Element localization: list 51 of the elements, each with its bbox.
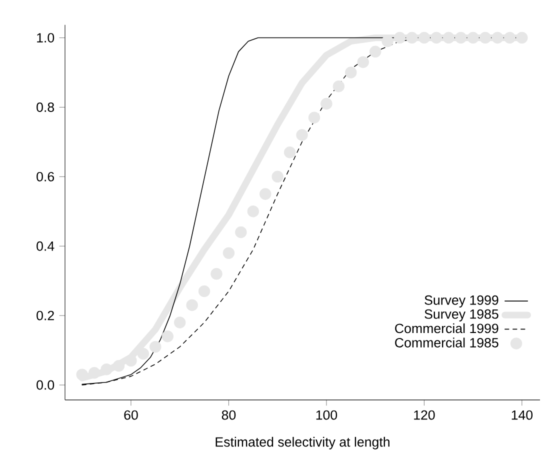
point — [222, 247, 235, 259]
point — [186, 299, 198, 312]
point — [504, 32, 516, 44]
y-tick-label: 0.8 — [36, 102, 54, 112]
point — [467, 32, 479, 44]
point — [345, 66, 357, 78]
point — [272, 170, 284, 183]
x-tick-label: 60 — [124, 410, 138, 420]
point — [442, 32, 454, 44]
x-axis-title: Estimated selectivity at length — [216, 436, 390, 450]
point — [88, 366, 100, 379]
point — [112, 360, 125, 372]
legend-label: Commercial 1985 — [395, 338, 498, 348]
point — [492, 32, 504, 44]
point — [369, 46, 382, 58]
point — [357, 56, 369, 68]
y-tick-label: 0.2 — [36, 310, 54, 320]
x-tick-label: 120 — [414, 410, 435, 420]
point — [454, 32, 467, 44]
point — [418, 32, 430, 44]
x-tick-label: 80 — [222, 410, 236, 420]
point — [406, 32, 418, 44]
point — [150, 340, 162, 353]
point — [320, 98, 332, 110]
legend-label: Survey 1999 — [424, 295, 498, 308]
point — [100, 364, 112, 376]
point — [394, 32, 406, 44]
point — [296, 129, 308, 141]
y-tick-label: 0.4 — [36, 241, 54, 251]
x-tick-label: 100 — [316, 410, 338, 420]
point — [308, 112, 320, 124]
legend-label: Commercial 1999 — [395, 323, 498, 334]
y-tick-label: 0.6 — [36, 172, 54, 182]
y-tick-label: 1.0 — [37, 33, 54, 42]
point — [235, 226, 247, 238]
point — [174, 316, 186, 328]
point — [260, 188, 272, 200]
point — [76, 368, 88, 380]
point — [137, 348, 150, 360]
legend-label: Survey 1985 — [424, 309, 498, 322]
point — [332, 80, 345, 92]
point — [284, 146, 296, 158]
y-tick-label: 0.0 — [36, 380, 54, 390]
point — [479, 32, 492, 44]
point — [516, 32, 528, 44]
point — [247, 206, 260, 218]
point — [430, 32, 442, 44]
point — [210, 268, 222, 280]
x-tick-label: 140 — [512, 410, 533, 420]
point — [162, 330, 174, 342]
point — [198, 285, 210, 298]
